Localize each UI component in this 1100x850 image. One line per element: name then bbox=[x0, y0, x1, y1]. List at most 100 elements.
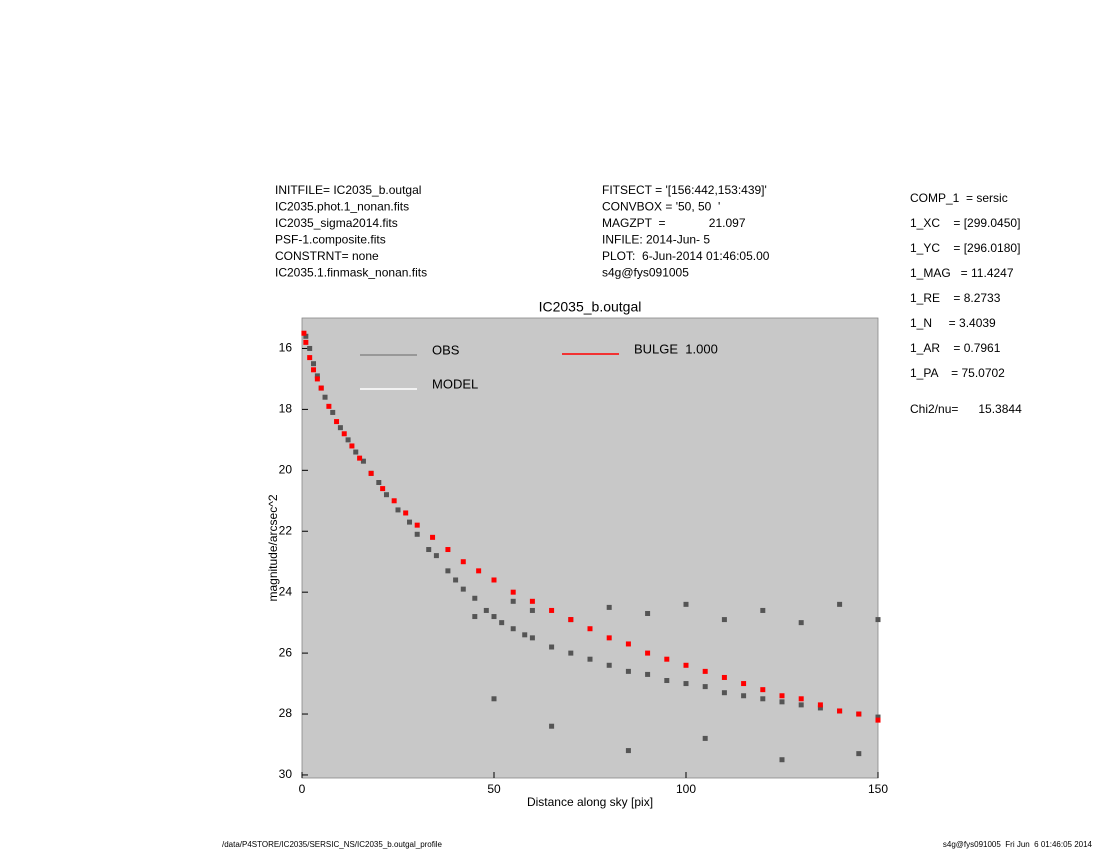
data-point bbox=[491, 696, 497, 702]
header-left-line: INITFILE= IC2035_b.outgal bbox=[275, 183, 421, 197]
data-point bbox=[702, 684, 708, 690]
header-middle-line: MAGZPT = 21.097 bbox=[602, 216, 746, 230]
data-point bbox=[403, 510, 409, 516]
fit-parameter: 1_YC = [296.0180] bbox=[910, 241, 1020, 255]
data-point bbox=[606, 662, 612, 668]
data-point bbox=[549, 723, 555, 729]
data-point bbox=[414, 522, 420, 528]
header-left-line: IC2035.1.finmask_nonan.fits bbox=[275, 266, 427, 280]
y-tick-label: 26 bbox=[279, 645, 293, 659]
data-point bbox=[683, 681, 689, 687]
data-point bbox=[645, 671, 651, 677]
data-point bbox=[353, 449, 359, 455]
data-point bbox=[760, 607, 766, 613]
data-point bbox=[645, 610, 651, 616]
y-axis-label: magnitude/arcsec^2 bbox=[266, 494, 280, 601]
data-point bbox=[307, 345, 313, 351]
y-tick-label: 22 bbox=[279, 523, 293, 537]
data-point bbox=[702, 735, 708, 741]
data-point bbox=[334, 419, 340, 425]
data-point bbox=[529, 598, 535, 604]
data-point bbox=[875, 717, 881, 723]
footer-left: /data/P4STORE/IC2035/SERSIC_NS/IC2035_b.… bbox=[222, 840, 443, 849]
data-point bbox=[380, 486, 386, 492]
data-point bbox=[307, 355, 313, 361]
data-point bbox=[445, 568, 451, 574]
data-point bbox=[337, 425, 343, 431]
y-tick-label: 18 bbox=[279, 402, 293, 416]
header-middle-line: FITSECT = '[156:442,153:439]' bbox=[602, 183, 767, 197]
data-point bbox=[414, 531, 420, 537]
data-point bbox=[445, 547, 451, 553]
x-axis-label: Distance along sky [pix] bbox=[527, 795, 653, 809]
header-middle-line: INFILE: 2014-Jun- 5 bbox=[602, 233, 710, 247]
header-left-line: PSF-1.composite.fits bbox=[275, 233, 386, 247]
fit-parameter: Chi2/nu= 15.3844 bbox=[910, 402, 1022, 416]
data-point bbox=[491, 614, 497, 620]
data-point bbox=[760, 687, 766, 693]
header-left-line: IC2035.phot.1_nonan.fits bbox=[275, 200, 409, 214]
data-point bbox=[625, 668, 631, 674]
y-tick-label: 24 bbox=[279, 584, 293, 598]
data-point bbox=[606, 604, 612, 610]
data-point bbox=[330, 409, 336, 415]
header-middle-line: PLOT: 6-Jun-2014 01:46:05.00 bbox=[602, 249, 770, 263]
data-point bbox=[483, 607, 489, 613]
data-point bbox=[522, 632, 528, 638]
data-point bbox=[837, 601, 843, 607]
data-point bbox=[426, 547, 432, 553]
data-point bbox=[875, 714, 881, 720]
data-point bbox=[360, 458, 366, 464]
x-tick-label: 150 bbox=[868, 782, 888, 796]
legend-label: BULGE 1.000 bbox=[634, 341, 718, 356]
data-point bbox=[817, 702, 823, 708]
data-point bbox=[779, 699, 785, 705]
data-point bbox=[311, 367, 317, 373]
data-point bbox=[664, 656, 670, 662]
data-point bbox=[625, 641, 631, 647]
data-point bbox=[721, 674, 727, 680]
data-point bbox=[798, 696, 804, 702]
data-point bbox=[529, 607, 535, 613]
data-point bbox=[407, 519, 413, 525]
data-point bbox=[472, 595, 478, 601]
data-point bbox=[779, 693, 785, 699]
fit-parameter: 1_N = 3.4039 bbox=[910, 316, 996, 330]
data-point bbox=[314, 373, 320, 379]
data-point bbox=[568, 617, 574, 623]
fit-parameter: COMP_1 = sersic bbox=[910, 191, 1008, 205]
data-point bbox=[383, 492, 389, 498]
data-point bbox=[702, 668, 708, 674]
data-point bbox=[472, 614, 478, 620]
data-point bbox=[376, 480, 382, 486]
y-tick-label: 20 bbox=[279, 462, 293, 476]
fit-parameter: 1_AR = 0.7961 bbox=[910, 341, 1001, 355]
data-point bbox=[303, 339, 309, 345]
data-point bbox=[798, 702, 804, 708]
data-point bbox=[453, 577, 459, 583]
legend-label: MODEL bbox=[432, 376, 478, 391]
data-point bbox=[326, 403, 332, 409]
header-middle-line: CONVBOX = '50, 50 ' bbox=[602, 200, 720, 214]
x-tick-label: 100 bbox=[676, 782, 696, 796]
data-point bbox=[510, 626, 516, 632]
data-point bbox=[499, 620, 505, 626]
data-point bbox=[779, 757, 785, 763]
data-point bbox=[491, 577, 497, 583]
data-point bbox=[318, 385, 324, 391]
data-point bbox=[683, 601, 689, 607]
y-tick-label: 16 bbox=[279, 341, 293, 355]
data-point bbox=[837, 708, 843, 714]
data-point bbox=[549, 607, 555, 613]
header-middle-line: s4g@fys091005 bbox=[602, 266, 689, 280]
data-point bbox=[741, 693, 747, 699]
fit-parameter: 1_MAG = 11.4247 bbox=[910, 266, 1014, 280]
data-point bbox=[741, 681, 747, 687]
data-point bbox=[349, 443, 355, 449]
data-point bbox=[549, 644, 555, 650]
data-point bbox=[430, 534, 436, 540]
data-point bbox=[856, 751, 862, 757]
header-left-line: IC2035_sigma2014.fits bbox=[275, 216, 398, 230]
fit-parameter: 1_RE = 8.2733 bbox=[910, 291, 1001, 305]
